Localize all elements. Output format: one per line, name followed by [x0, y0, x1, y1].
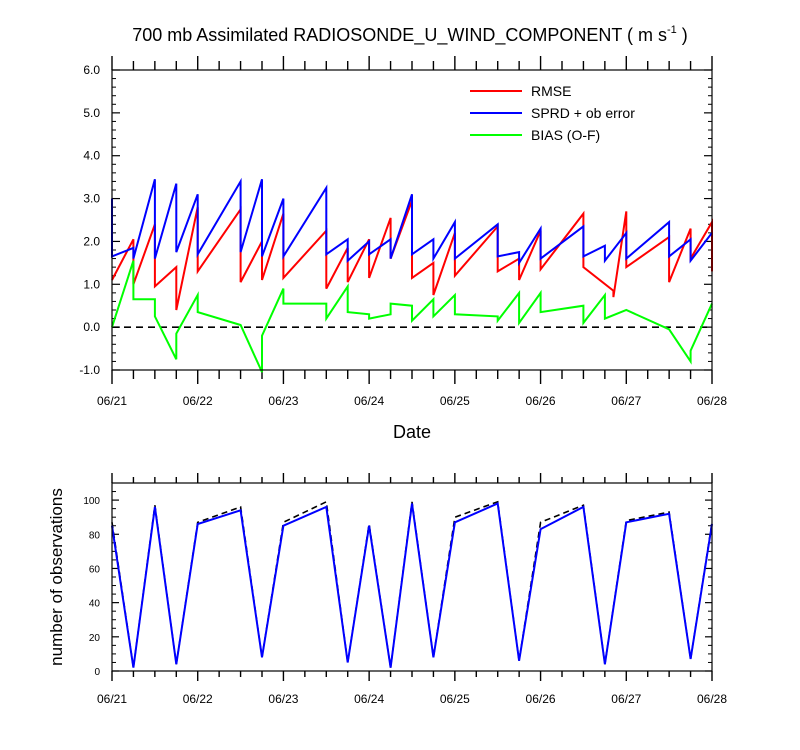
top-y-tick-label: 3.0: [83, 192, 100, 206]
top-x-tick-label: 06/26: [526, 394, 556, 408]
top-tick-labels: -1.0 0.0 1.0 2.0 3.0 4.0 5.0 6.0 06/21 06/22 06/23…: [79, 63, 727, 408]
bottom-tick-labels: 0 20 40 60 80 100 06/21 06/22 06/23 06/24 06/25 06/…: [83, 496, 727, 706]
bottom-x-tick-label: 06/28: [697, 692, 727, 706]
top-x-tick-label: 06/23: [268, 394, 298, 408]
top-x-tick-label: 06/28: [697, 394, 727, 408]
bottom-y-tick-label: 60: [89, 564, 101, 575]
bottom-y-tick-label: 80: [89, 530, 101, 541]
legend-label-sprd-ob-error: SPRD + ob error: [531, 105, 635, 121]
top-plot-frame: [111, 69, 713, 371]
bottom-y-axis-label: number of observations: [47, 488, 66, 666]
chart-title-tail: ): [677, 25, 688, 45]
top-y-tick-label: 1.0: [83, 277, 100, 291]
obs-possible-line: [111, 500, 713, 668]
legend: RMSE SPRD + ob error BIAS (O-F): [470, 83, 635, 143]
top-y-tick-label: 5.0: [83, 106, 100, 120]
bottom-x-tick-label: 06/21: [97, 692, 127, 706]
series-line-sprd-ob-error: [111, 177, 713, 267]
top-x-tick-label: 06/21: [97, 394, 127, 408]
bottom-x-tick-label: 06/26: [526, 692, 556, 706]
bottom-y-tick-label: 40: [89, 599, 101, 610]
obs-assimilated-line: [111, 502, 713, 668]
top-y-tick-label: 2.0: [83, 234, 100, 248]
top-y-tick-label: -1.0: [79, 363, 100, 377]
bottom-y-tick-label: 20: [89, 633, 101, 644]
bottom-x-tick-label: 06/25: [440, 692, 470, 706]
bottom-x-tick-label: 06/24: [354, 692, 384, 706]
series-line-bias: [111, 260, 713, 373]
top-x-tick-label: 06/25: [440, 394, 470, 408]
top-x-tick-label: 06/24: [354, 394, 384, 408]
top-axis-ticks: [111, 56, 713, 384]
chart-title-main: 700 mb Assimilated RADIOSONDE_U_WIND_COM…: [132, 25, 667, 46]
x-axis-label: Date: [393, 422, 431, 442]
top-y-tick-label: 4.0: [83, 149, 100, 163]
bottom-series-group: [111, 500, 713, 668]
bottom-y-tick-label: 0: [94, 667, 100, 678]
bottom-x-tick-label: 06/22: [183, 692, 213, 706]
top-x-tick-label: 06/27: [611, 394, 641, 408]
bottom-x-tick-label: 06/23: [268, 692, 298, 706]
top-x-tick-label: 06/22: [183, 394, 213, 408]
bottom-x-tick-label: 06/27: [611, 692, 641, 706]
legend-label-rmse: RMSE: [531, 83, 571, 99]
bottom-plot-frame: [111, 482, 713, 672]
legend-label-bias: BIAS (O-F): [531, 127, 600, 143]
top-y-tick-label: 0.0: [83, 320, 100, 334]
top-y-tick-label: 6.0: [83, 63, 100, 77]
chart-title: 700 mb Assimilated RADIOSONDE_U_WIND_COM…: [132, 24, 688, 46]
top-series-group: [111, 177, 713, 373]
chart-title-unit-sup: -1: [667, 24, 677, 36]
bottom-y-tick-label: 100: [83, 496, 100, 507]
